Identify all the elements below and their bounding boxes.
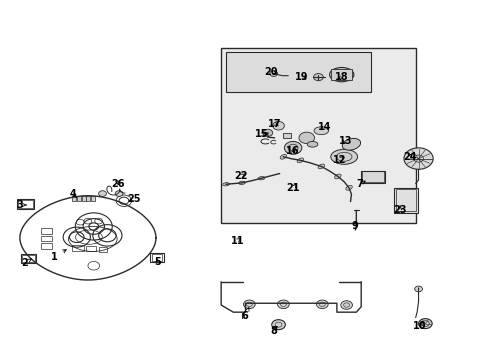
Circle shape: [263, 129, 272, 136]
Text: 13: 13: [338, 136, 352, 146]
Bar: [81, 196, 85, 202]
Bar: [72, 196, 76, 202]
Text: 8: 8: [270, 326, 277, 336]
Circle shape: [272, 121, 284, 130]
Bar: [330, 68, 352, 80]
Text: 2: 2: [21, 258, 31, 268]
Ellipse shape: [258, 176, 264, 180]
Bar: [77, 196, 81, 202]
Bar: [22, 255, 35, 262]
Circle shape: [316, 300, 327, 309]
Text: 6: 6: [241, 308, 248, 321]
Text: 19: 19: [295, 72, 308, 82]
Bar: [151, 254, 162, 261]
Bar: [17, 199, 34, 208]
Text: 7: 7: [356, 179, 365, 189]
Text: 5: 5: [154, 257, 161, 267]
Ellipse shape: [317, 164, 324, 169]
Ellipse shape: [345, 185, 351, 190]
Ellipse shape: [280, 154, 286, 159]
Bar: [150, 253, 163, 262]
Circle shape: [115, 191, 122, 197]
Ellipse shape: [297, 158, 303, 163]
Text: 1: 1: [50, 250, 66, 262]
Circle shape: [269, 71, 277, 76]
Bar: [86, 196, 90, 202]
Text: 4: 4: [70, 189, 77, 199]
Circle shape: [340, 301, 352, 309]
Circle shape: [414, 286, 422, 292]
Bar: [99, 247, 107, 252]
Text: 3: 3: [17, 200, 26, 210]
Text: 16: 16: [286, 147, 299, 157]
Text: 18: 18: [334, 72, 348, 82]
Text: 22: 22: [233, 171, 247, 181]
Text: 10: 10: [412, 321, 426, 332]
Text: 20: 20: [264, 67, 277, 77]
Circle shape: [313, 73, 323, 81]
Text: 9: 9: [350, 221, 357, 231]
Ellipse shape: [238, 181, 245, 184]
Circle shape: [243, 300, 255, 309]
Ellipse shape: [329, 67, 353, 82]
Ellipse shape: [334, 174, 341, 179]
Bar: [72, 245, 84, 251]
Ellipse shape: [306, 141, 317, 147]
Circle shape: [99, 191, 106, 197]
Ellipse shape: [313, 127, 328, 135]
Ellipse shape: [330, 149, 357, 164]
Bar: [393, 188, 417, 213]
Ellipse shape: [222, 183, 229, 186]
Ellipse shape: [342, 139, 360, 150]
Text: 26: 26: [111, 179, 124, 189]
Text: 24: 24: [402, 152, 416, 162]
Circle shape: [284, 141, 301, 154]
Circle shape: [298, 132, 314, 144]
Bar: [395, 189, 415, 211]
Text: 23: 23: [392, 205, 406, 215]
Circle shape: [418, 319, 431, 329]
Bar: [41, 236, 52, 242]
Text: 25: 25: [126, 194, 140, 203]
Bar: [86, 246, 96, 251]
Bar: [225, 52, 370, 93]
Bar: [91, 196, 95, 202]
Text: 17: 17: [267, 118, 281, 129]
Bar: [361, 171, 384, 183]
Circle shape: [403, 148, 432, 169]
Bar: [41, 228, 52, 234]
Text: 12: 12: [332, 156, 346, 165]
Text: 15: 15: [254, 129, 268, 139]
Text: 11: 11: [230, 236, 244, 246]
Text: 14: 14: [317, 122, 331, 132]
Bar: [21, 254, 36, 263]
Bar: [221, 48, 415, 223]
Circle shape: [271, 320, 285, 330]
Bar: [283, 133, 290, 138]
Bar: [362, 171, 383, 182]
Circle shape: [277, 300, 288, 309]
Bar: [41, 243, 52, 249]
Text: 21: 21: [286, 183, 299, 193]
Bar: [19, 200, 33, 207]
